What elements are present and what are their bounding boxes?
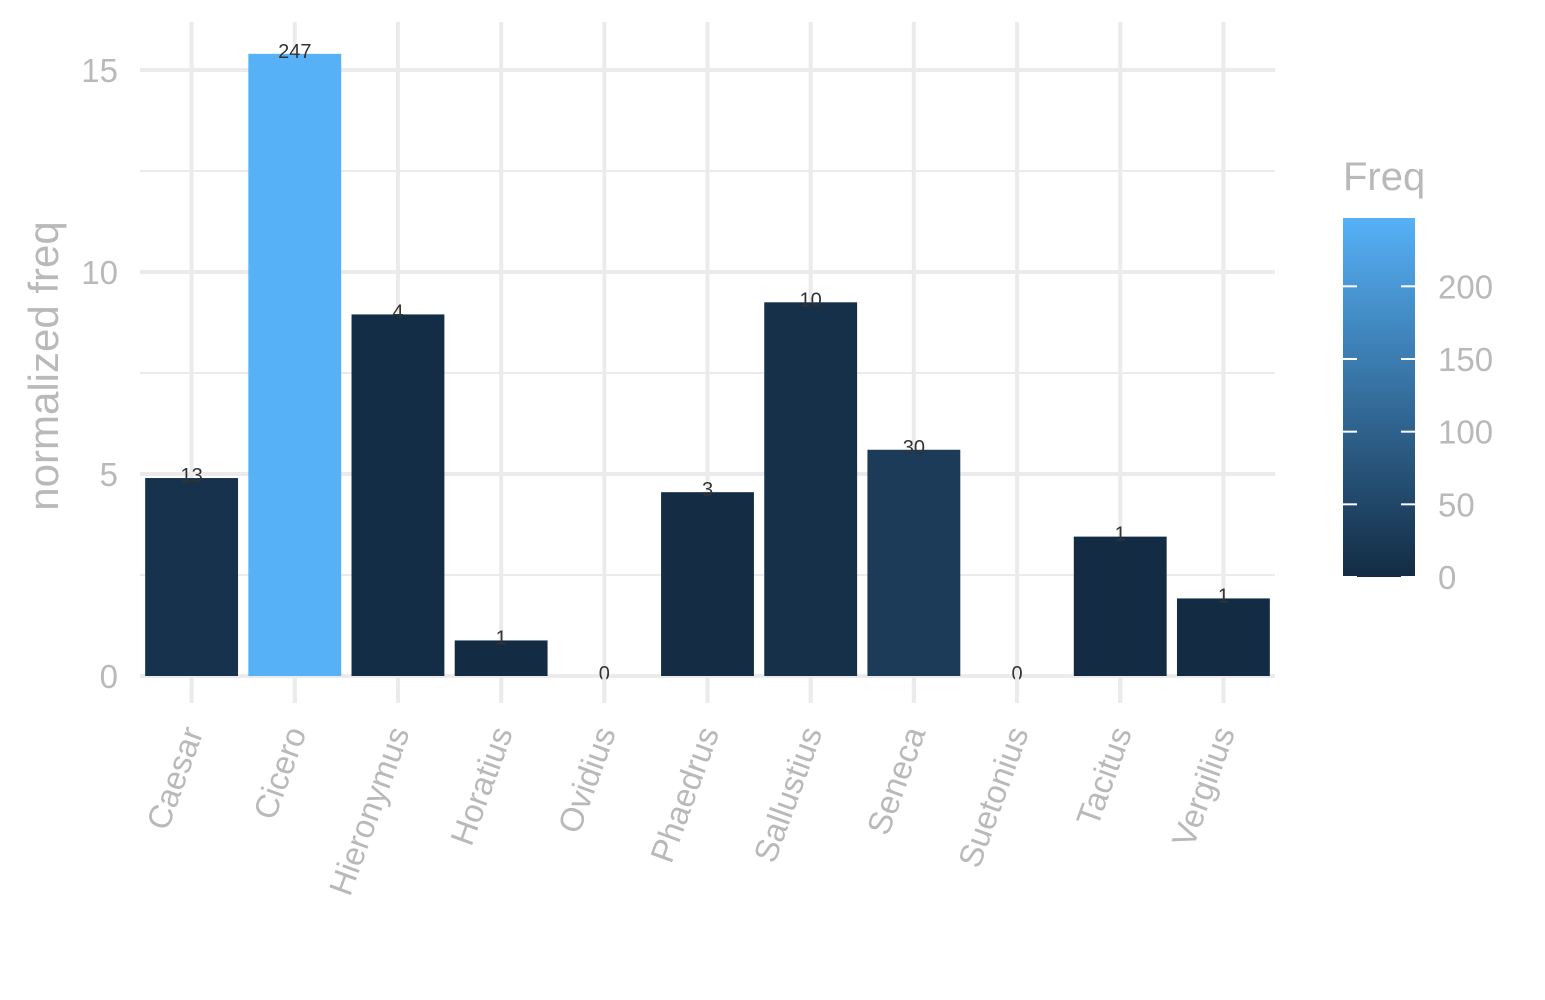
bar-value-label: 13 (180, 465, 202, 487)
bar-value-label: 3 (702, 479, 713, 501)
bar-sallustius (764, 302, 858, 676)
bar-value-label: 0 (1011, 663, 1022, 685)
bar-value-label: 1 (1218, 585, 1229, 607)
bar-seneca (867, 449, 961, 676)
legend: Freq 0 50 100 150 200 (1343, 155, 1493, 596)
legend-tick-label: 150 (1438, 341, 1493, 378)
x-tick-label: Ovidius (550, 722, 622, 838)
x-tick-label: Sallustius (746, 722, 829, 867)
y-axis: 0 5 10 15 (81, 52, 118, 695)
bar-horatius (454, 640, 548, 676)
bar-caesar (145, 478, 239, 676)
y-axis-title: normalized freq (20, 221, 67, 510)
bar-cicero (248, 53, 342, 676)
bar-vergilius (1176, 598, 1270, 676)
x-tick-label: Caesar (139, 722, 210, 835)
y-tick-label: 10 (81, 254, 118, 291)
bar-value-label: 0 (599, 663, 610, 685)
x-axis: Caesar Cicero Hieronymus Horatius Ovidius Pha… (139, 676, 1242, 900)
x-tick-label: Horatius (443, 722, 520, 850)
bar-value-label: 1 (1115, 524, 1126, 546)
x-tick-label: Phaedrus (643, 722, 726, 867)
x-tick-label: Seneca (859, 721, 932, 839)
legend-tick-label: 200 (1438, 268, 1493, 305)
legend-ticks: 0 50 100 150 200 (1343, 268, 1493, 596)
x-tick-label: Tacitus (1069, 722, 1139, 831)
y-tick-label: 5 (100, 456, 118, 493)
bar-value-label: 4 (392, 301, 403, 323)
legend-title: Freq (1343, 155, 1425, 199)
y-tick-label: 15 (81, 52, 118, 89)
legend-tick-label: 50 (1438, 486, 1475, 523)
x-tick-label: Hieronymus (322, 722, 417, 900)
x-tick-label: Vergilius (1165, 722, 1242, 852)
x-tick-label: Cicero (246, 722, 313, 824)
bar-value-label: 10 (800, 289, 822, 311)
legend-colorbar (1343, 218, 1415, 577)
bar-hieronymus (351, 314, 445, 676)
bar-value-label: 247 (278, 41, 311, 63)
bar-value-label: 1 (496, 627, 507, 649)
legend-tick-label: 100 (1438, 414, 1493, 451)
legend-tick-label: 0 (1438, 559, 1456, 596)
y-tick-label: 0 (100, 658, 118, 695)
bar-value-label: 30 (903, 437, 925, 459)
bars (145, 53, 1270, 676)
bar-tacitus (1073, 536, 1167, 676)
x-tick-label: Suetonius (951, 722, 1036, 873)
bar-phaedrus (661, 492, 754, 676)
